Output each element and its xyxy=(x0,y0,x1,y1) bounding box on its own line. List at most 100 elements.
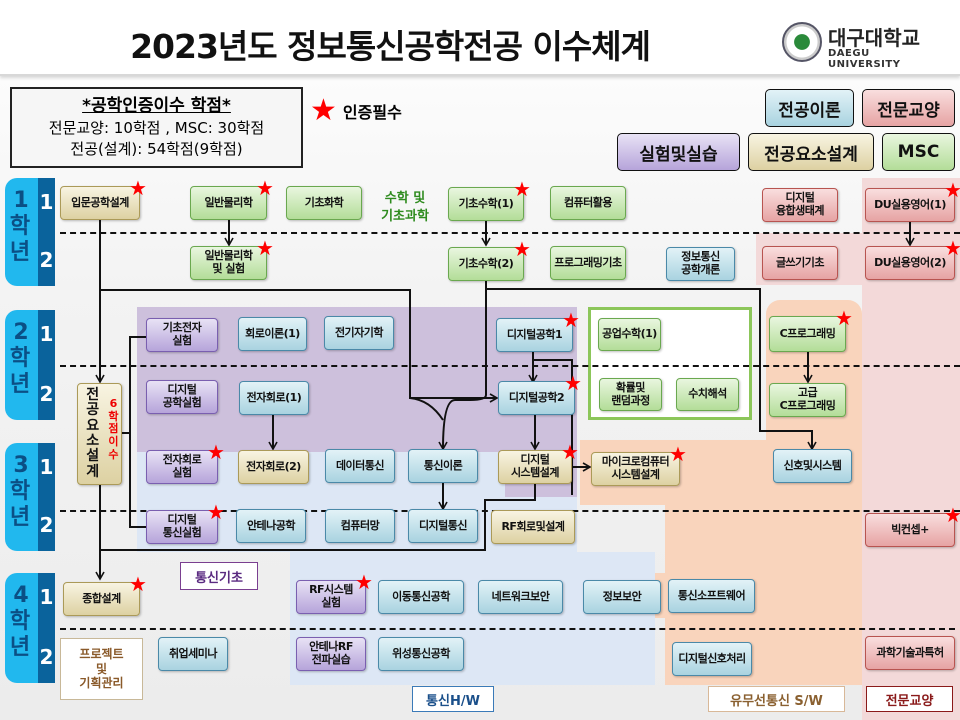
course-numerical[interactable]: 수치해석 xyxy=(676,378,739,411)
course-label: 종합설계 xyxy=(82,591,121,605)
course-digital-lab[interactable]: 디지털 공학실험 xyxy=(146,380,218,414)
course-comm-theory[interactable]: 통신이론 xyxy=(408,449,478,483)
course-intro-design[interactable]: 입문공학설계 xyxy=(60,186,140,220)
course-dcomm-lab[interactable]: 디지털 통신실험 xyxy=(146,510,218,544)
course-label: 디지털신호처리 xyxy=(678,651,746,665)
course-label: 공업수학(1) xyxy=(602,327,657,341)
semester-2: 2 xyxy=(39,645,54,669)
course-writing[interactable]: 글쓰기기초 xyxy=(762,246,838,280)
course-micro[interactable]: 마이크로컴퓨터 시스템설계 xyxy=(591,452,680,486)
course-physics[interactable]: 일반물리학 xyxy=(190,186,267,220)
course-computer-use[interactable]: 컴퓨터활용 xyxy=(550,186,626,220)
semester-divider xyxy=(60,628,955,630)
course-elec-lab[interactable]: 기초전자 실험 xyxy=(146,318,218,352)
course-prog-basic[interactable]: 프로그래밍기초 xyxy=(550,246,626,280)
course-label: RF회로및설계 xyxy=(501,519,565,533)
course-data-comm[interactable]: 데이터통신 xyxy=(325,449,395,483)
year-number: 1 xyxy=(13,188,29,213)
course-physics-lab[interactable]: 일반물리학 및 실험 xyxy=(190,246,267,280)
course-patent[interactable]: 과학기술과특허 xyxy=(865,636,955,670)
required-star-icon: ★ xyxy=(562,308,580,332)
course-label: 컴퓨터망 xyxy=(340,518,380,532)
sw-region xyxy=(766,300,862,685)
course-label: 디지털 통신실험 xyxy=(162,513,202,539)
course-c-prog[interactable]: C프로그래밍 xyxy=(769,316,846,352)
course-digital2[interactable]: 디지털공학2 xyxy=(498,381,575,415)
semester-1: 1 xyxy=(39,322,54,346)
course-big-concept[interactable]: 빅컨셉+ xyxy=(865,513,955,547)
course-du-eng2[interactable]: DU실용영어(2) xyxy=(865,246,955,280)
comm-hw-label: 통신H/W xyxy=(412,686,494,712)
course-label: 안테나공학 xyxy=(246,518,296,532)
course-info-security[interactable]: 정보보안 xyxy=(583,580,661,614)
arrow xyxy=(533,359,573,495)
course-digital1[interactable]: 디지털공학1 xyxy=(496,318,573,352)
course-math1[interactable]: 기초수학(1) xyxy=(448,187,524,221)
semester-2: 2 xyxy=(39,513,54,537)
year-unit: 학년 xyxy=(9,609,31,661)
course-digital-eco[interactable]: 디지털 융합생태계 xyxy=(762,188,838,222)
course-electronic2[interactable]: 전자회로(2) xyxy=(238,450,309,484)
course-dsp[interactable]: 디지털신호처리 xyxy=(672,642,752,676)
course-label: 이동통신공학 xyxy=(392,589,450,603)
course-digital-comm[interactable]: 디지털통신 xyxy=(408,509,478,543)
course-probability[interactable]: 확률및 랜덤과정 xyxy=(599,378,662,411)
math-science-label: 수학 및 기초과학 xyxy=(381,191,429,224)
required-star-icon: ★ xyxy=(129,572,147,596)
course-label: 디지털통신 xyxy=(418,518,468,532)
required-star-icon: ★ xyxy=(561,440,579,464)
course-label: 디지털 공학실험 xyxy=(162,383,202,409)
course-label: 통신소프트웨어 xyxy=(677,588,746,602)
course-capstone[interactable]: 종합설계 xyxy=(63,582,140,616)
course-math2[interactable]: 기초수학(2) xyxy=(448,247,524,281)
course-label: 과학기술과특허 xyxy=(876,645,944,659)
semester-divider xyxy=(60,232,960,234)
course-satellite[interactable]: 위성통신공학 xyxy=(378,637,464,671)
course-du-eng1[interactable]: DU실용영어(1) xyxy=(865,188,955,222)
course-em[interactable]: 전기자기학 xyxy=(324,316,394,350)
course-label: 전자회로 실험 xyxy=(162,453,202,479)
course-rf-lab[interactable]: RF시스템 실험 xyxy=(296,580,366,614)
required-star-icon: ★ xyxy=(256,176,274,200)
course-antenna[interactable]: 안테나공학 xyxy=(236,509,306,543)
course-label: 빅컨셉+ xyxy=(891,522,929,536)
course-label: 입문공학설계 xyxy=(71,195,129,209)
course-label: 마이크로컴퓨터 시스템설계 xyxy=(601,455,670,481)
course-signals[interactable]: 신호및시스템 xyxy=(773,449,852,483)
course-label: 일반물리학 xyxy=(204,195,253,209)
arrow xyxy=(438,280,487,451)
required-star-icon: ★ xyxy=(207,440,225,464)
course-ict-intro[interactable]: 정보통신 공학개론 xyxy=(666,247,735,281)
legend-lab: 실험및실습 xyxy=(617,133,740,171)
semester-1: 1 xyxy=(39,190,54,214)
course-mobile[interactable]: 이동통신공학 xyxy=(378,580,464,614)
course-eng-math1[interactable]: 공업수학(1) xyxy=(598,318,661,351)
course-comm-sw[interactable]: 통신소프트웨어 xyxy=(668,579,755,613)
liberal-label: 전문교양 xyxy=(866,686,953,712)
course-electronic1[interactable]: 전자회로(1) xyxy=(239,381,309,415)
course-job-seminar[interactable]: 취업세미나 xyxy=(158,637,228,671)
course-label: 기초수학(1) xyxy=(458,196,514,210)
legend-design: 전공요소설계 xyxy=(748,133,874,171)
course-net-security[interactable]: 네트워크보안 xyxy=(478,580,563,614)
course-label: 확률및 랜덤과정 xyxy=(611,380,650,407)
year-unit: 학년 xyxy=(9,214,31,266)
course-adv-c[interactable]: 고급 C프로그래밍 xyxy=(769,383,846,417)
university-seal-icon xyxy=(782,22,822,62)
course-antenna-lab[interactable]: 안테나RF 전파실습 xyxy=(296,637,366,671)
course-digital-sys[interactable]: 디지털 시스템설계 xyxy=(498,450,572,484)
course-network[interactable]: 컴퓨터망 xyxy=(325,509,395,543)
course-circuit1[interactable]: 회로이론(1) xyxy=(238,317,307,351)
course-chemistry[interactable]: 기초화학 xyxy=(286,186,362,220)
course-electronic-lab[interactable]: 전자회로 실험 xyxy=(146,450,218,484)
course-rf-circuit[interactable]: RF회로및설계 xyxy=(491,510,575,544)
semester-1: 1 xyxy=(39,585,54,609)
course-major-design[interactable]: 전 공 요 소 설 계 6 학 점 이 수 xyxy=(77,383,122,485)
semester-1: 1 xyxy=(39,455,54,479)
course-label: 안테나RF 전파실습 xyxy=(309,640,353,666)
